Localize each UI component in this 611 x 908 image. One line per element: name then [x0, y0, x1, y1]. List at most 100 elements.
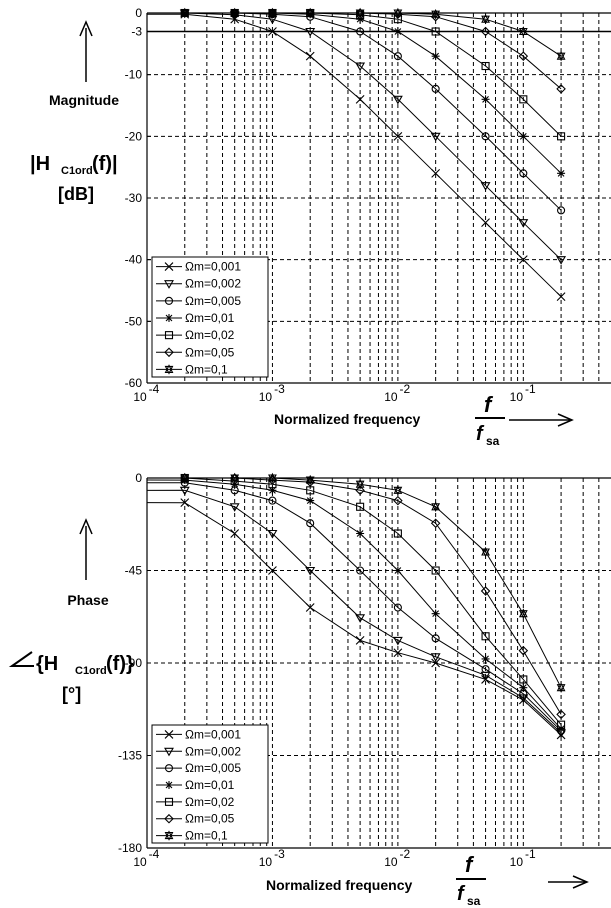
- series-0-point: [431, 658, 441, 668]
- fraction-denominator: f: [476, 423, 485, 445]
- legend-marker: [164, 830, 174, 841]
- series-2-point: [268, 496, 277, 505]
- up-arrow-icon: [79, 518, 93, 535]
- series-1-point: [518, 694, 529, 704]
- series-0-point: [305, 51, 315, 61]
- legend-entry-label: Ωm=0,01: [185, 311, 235, 325]
- series-line-2: [147, 13, 562, 211]
- series-3-point: [557, 169, 566, 178]
- legend-box: [151, 256, 269, 378]
- legend-entry-label: Ωm=0,02: [185, 328, 235, 342]
- y-tick-label: -20: [125, 129, 143, 143]
- legend-marker: [164, 262, 174, 271]
- phase-symbol-h: {H: [36, 653, 58, 675]
- series-0-point: [268, 27, 277, 36]
- series-4-point: [481, 61, 490, 71]
- fraction-numerator: f: [484, 392, 494, 417]
- series-6-point: [393, 485, 403, 496]
- series-3-point: [306, 496, 315, 505]
- series-1-point: [392, 95, 403, 105]
- x-tick-exponent: -1: [525, 847, 536, 861]
- y-tick-label: -90: [125, 656, 143, 670]
- series-2-point: [356, 566, 365, 575]
- y-tick-label: -3: [131, 25, 142, 39]
- magnitude-x-label: Normalized frequency f f sa: [274, 392, 574, 448]
- series-line-1: [147, 489, 562, 734]
- fraction-numerator: f: [465, 852, 475, 877]
- legend-box: [151, 724, 269, 844]
- y-tick-label: -135: [118, 749, 142, 763]
- legend-entry-label: Ωm=0,005: [185, 294, 241, 308]
- series-3-point: [481, 95, 490, 104]
- series-5-point: [393, 495, 403, 506]
- series-6-point: [230, 472, 240, 484]
- series-4-point: [519, 675, 528, 684]
- angle-symbol-icon: [8, 651, 34, 667]
- series-6-point: [180, 472, 190, 484]
- series-3-point: [393, 566, 402, 575]
- legend-entry-label: Ωm=0,05: [185, 812, 235, 826]
- y-tick-label: -45: [125, 564, 143, 578]
- series-6-point: [481, 13, 490, 25]
- magnitude-symbol-sub: C1ord: [61, 165, 93, 177]
- series-4-point: [393, 529, 402, 538]
- series-0-point: [180, 498, 190, 508]
- series-5-point: [480, 26, 491, 37]
- series-line-5: [147, 478, 562, 715]
- y-tick-label: 0: [135, 6, 142, 20]
- series-5-point: [355, 485, 365, 496]
- series-5-point: [556, 709, 566, 720]
- x-tick-label: 10: [259, 390, 273, 404]
- legend-entry-label: Ωm=0,02: [185, 795, 235, 809]
- x-tick-exponent: -2: [400, 382, 411, 396]
- legend-marker: [164, 730, 174, 739]
- series-line-1: [147, 13, 562, 261]
- series-4-point: [431, 27, 440, 36]
- up-arrow-icon: [79, 20, 93, 37]
- x-tick-label: 10: [133, 855, 147, 869]
- series-3-point: [557, 724, 566, 733]
- legend-marker: [165, 314, 173, 322]
- phase-symbol-sub: C1ord: [75, 665, 107, 677]
- series-3-point: [356, 529, 365, 538]
- series-0-point: [355, 636, 365, 645]
- series-6-point: [481, 546, 490, 558]
- series-0-point: [393, 648, 403, 658]
- series-6-point: [518, 608, 528, 619]
- series-line-6: [147, 13, 562, 57]
- y-tick-label: -40: [125, 253, 143, 267]
- series-6-point: [268, 7, 277, 19]
- series-5-point: [393, 9, 403, 20]
- magnitude-symbol-h: |H: [30, 153, 50, 175]
- series-6-point: [393, 7, 403, 19]
- series-6-point: [518, 26, 528, 37]
- series-line-4: [147, 13, 562, 137]
- legend-entry-label: Ωm=0,002: [185, 277, 241, 291]
- magnitude-symbol-arg: (f)|: [92, 153, 118, 175]
- legend-entry-label: Ωm=0,1: [185, 829, 228, 843]
- series-5-point: [556, 84, 566, 94]
- series-2-point: [393, 52, 402, 61]
- fraction-denominator-sub: sa: [467, 894, 481, 908]
- legend-marker: [164, 296, 174, 305]
- series-0-point: [556, 292, 566, 302]
- series-2-point: [431, 634, 440, 643]
- phase-symbol-arg: (f)}: [106, 653, 134, 675]
- series-2-point: [557, 206, 566, 215]
- series-3-point: [268, 486, 277, 495]
- y-tick-label: -10: [125, 68, 143, 82]
- series-4-point: [481, 632, 490, 641]
- series-5-point: [518, 51, 529, 61]
- legend-marker: [164, 797, 174, 806]
- series-1-point: [305, 27, 316, 37]
- series-0-point: [230, 529, 240, 538]
- phase-y-label: Phase {H C1ord (f)} [°]: [8, 518, 134, 704]
- legend-marker: [165, 781, 173, 789]
- series-2-point: [431, 84, 440, 93]
- series-4-point: [557, 720, 566, 729]
- series-2-point: [393, 603, 402, 612]
- legend-entry-label: Ωm=0,1: [185, 362, 228, 376]
- series-0-point: [355, 94, 365, 104]
- magnitude-plot: Magnitude |H C1ord (f)| [dB] Normalized …: [30, 6, 611, 448]
